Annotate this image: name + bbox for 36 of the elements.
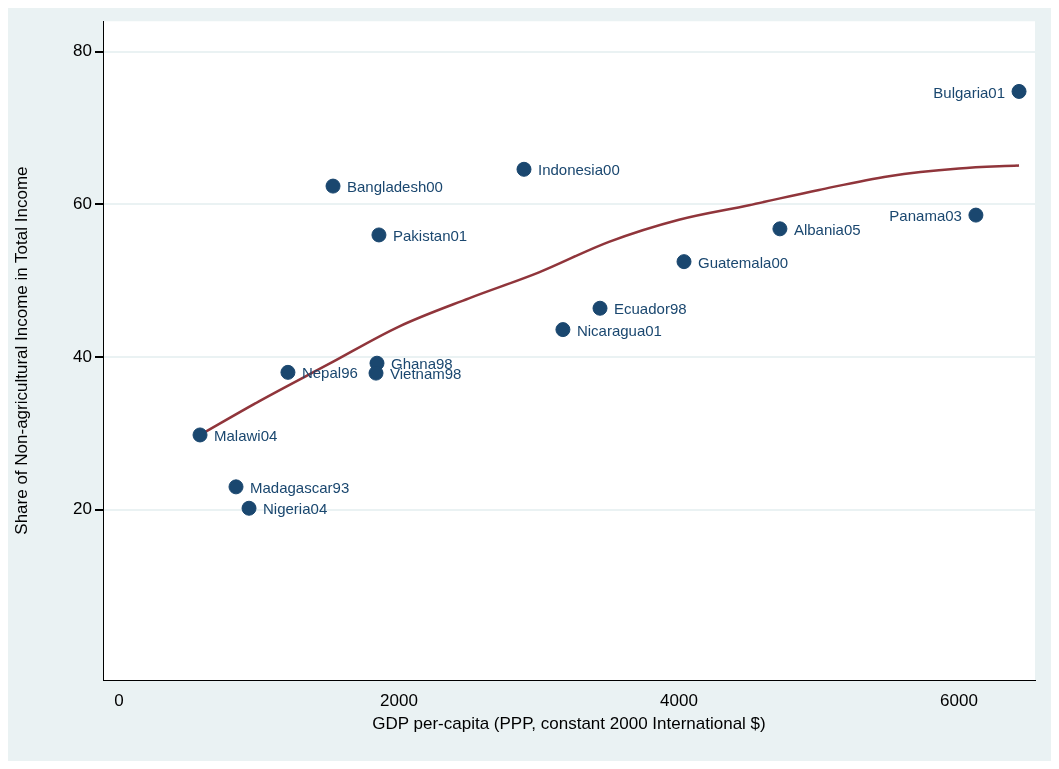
- point: [1011, 83, 1027, 99]
- point: [228, 479, 244, 495]
- y-tick-label: 80: [73, 41, 92, 61]
- y-axis-title: Share of Non-agricultural Income in Total Income: [11, 166, 31, 535]
- point: [772, 221, 788, 237]
- point: [325, 178, 341, 194]
- point: [516, 161, 532, 177]
- annotation: Bulgaria01: [933, 83, 1006, 101]
- annotation: Nigeria04: [263, 500, 328, 518]
- y-tick-label: 60: [73, 194, 92, 214]
- point: [676, 254, 692, 270]
- annotation: Malawi04: [214, 427, 278, 445]
- x-tick-label: 2000: [380, 690, 418, 710]
- point: [592, 300, 608, 316]
- x-tick-label: 6000: [940, 690, 978, 710]
- x-axis-title: GDP per-capita (PPP, constant 2000 International $): [372, 714, 766, 734]
- annotation: Madagascar93: [250, 479, 350, 496]
- annotation: Guatemala00: [698, 253, 789, 271]
- point: [241, 500, 257, 516]
- annotation: Panama03: [889, 207, 962, 225]
- x-tick-label: 0: [114, 690, 124, 710]
- annotation: Nicaragua01: [576, 321, 662, 339]
- x-tick-label: 4000: [660, 690, 698, 710]
- point: [368, 365, 384, 381]
- annotation: Ecuador98: [614, 300, 687, 318]
- annotation: Bangladesh00: [347, 178, 443, 196]
- point: [968, 207, 984, 223]
- annotation: Indonesia00: [537, 161, 620, 179]
- point: [371, 227, 387, 243]
- annotation: Pakistan01: [392, 227, 468, 245]
- y-tick-label: 20: [73, 499, 92, 519]
- point: [192, 427, 208, 443]
- y-tick-label: 40: [73, 346, 92, 366]
- point: [555, 322, 571, 338]
- point: [280, 364, 296, 380]
- annotation: Albania05: [793, 220, 861, 238]
